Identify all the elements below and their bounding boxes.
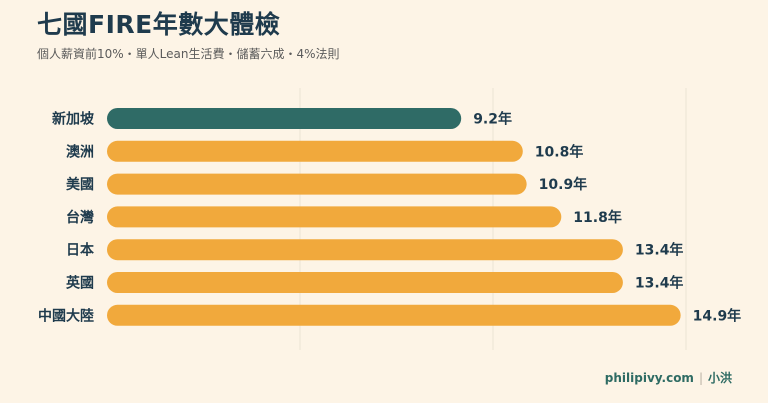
category-label: 澳洲 (66, 143, 94, 160)
bar (107, 140, 523, 162)
bar (107, 108, 462, 129)
chart-subtitle: 個人薪資前10%・單人Lean生活費・儲蓄六成・4%法則 (37, 47, 340, 61)
footer-author: 小洪 (707, 371, 732, 385)
bar (107, 304, 681, 326)
category-label: 英國 (65, 275, 94, 292)
value-label: 9.2年 (473, 111, 512, 128)
bar (107, 173, 527, 195)
category-label: 台灣 (66, 209, 94, 226)
category-label: 日本 (66, 242, 95, 259)
value-label: 13.4年 (635, 275, 684, 292)
value-label: 10.9年 (539, 176, 588, 193)
footer-credit: philipivy.com | 小洪 (605, 369, 732, 386)
value-label: 14.9年 (693, 307, 742, 324)
bar (107, 239, 623, 261)
chart-title: 七國FIRE年數大體檢 (37, 10, 281, 39)
bar (107, 206, 562, 228)
footer-separator: | (698, 371, 703, 385)
value-label: 10.8年 (535, 143, 584, 160)
bar (107, 272, 623, 293)
value-label: 13.4年 (635, 242, 684, 259)
footer-site[interactable]: philipivy.com (604, 371, 694, 385)
category-label: 中國大陸 (38, 307, 94, 324)
category-label: 新加坡 (52, 111, 95, 128)
value-label: 11.8年 (573, 209, 622, 226)
category-label: 美國 (66, 176, 94, 193)
